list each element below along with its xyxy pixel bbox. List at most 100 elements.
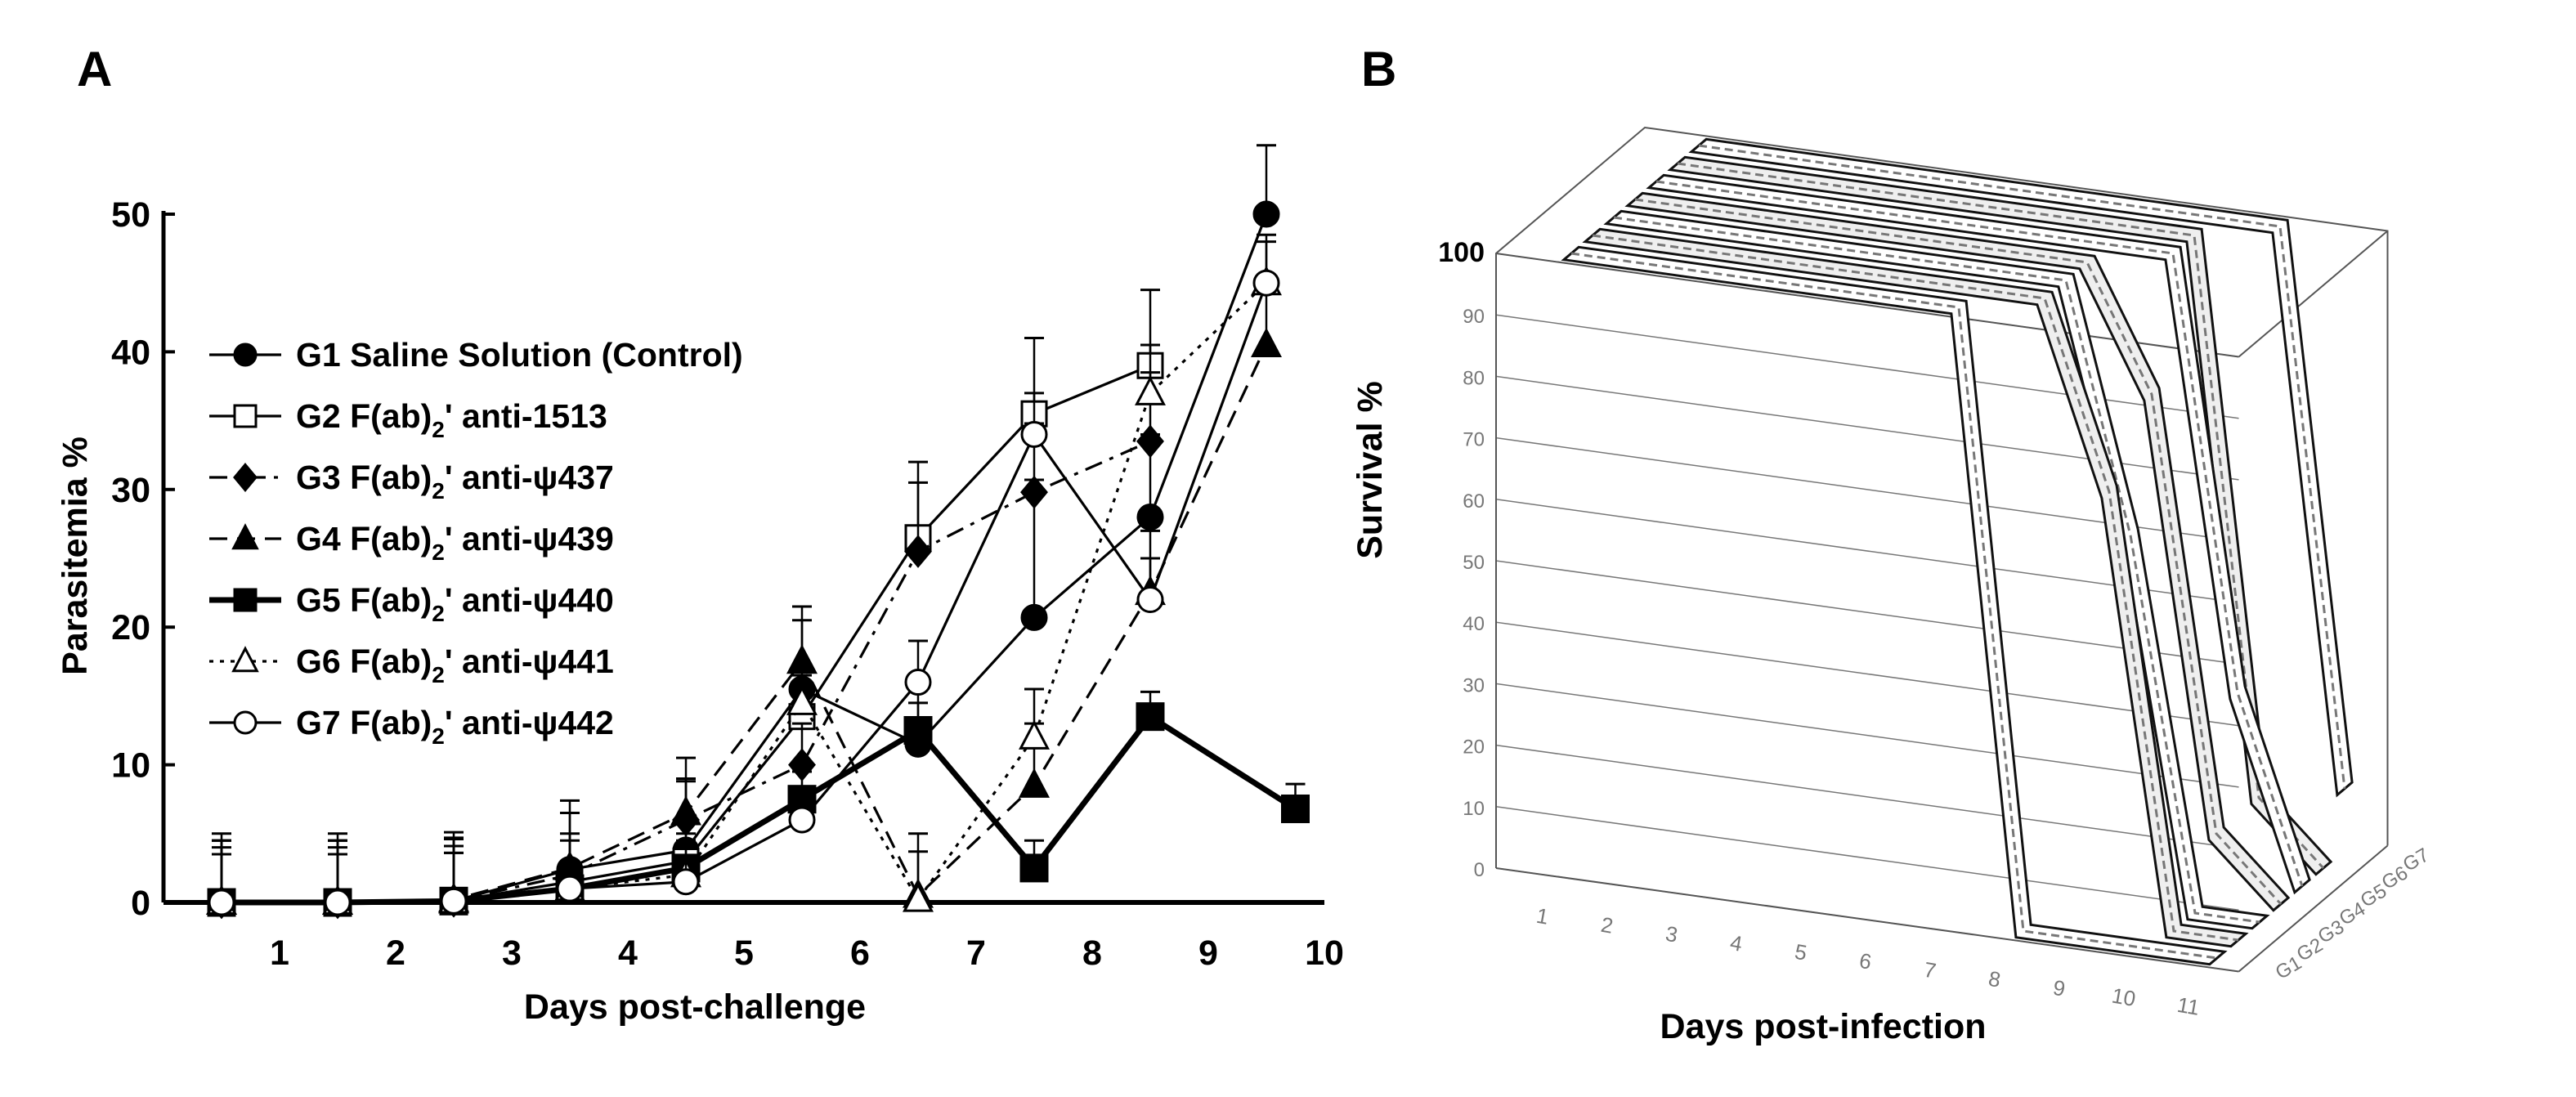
panel-a-ticks: 0 10 20 30 40 50 1 2 3 4 5 6 7 8 9 10 [111, 195, 1344, 973]
ribbon-surface [1646, 173, 2311, 895]
x-tick-label: 1 [1534, 903, 1550, 929]
legend-label: G5 F(ab)2' anti-ψ440 [296, 581, 614, 626]
y-tick-label: 50 [1463, 552, 1485, 574]
data-point [233, 343, 258, 367]
data-point [231, 523, 259, 550]
y-tick-label: 20 [1463, 737, 1485, 759]
y-tick-label: 80 [1463, 367, 1485, 389]
legend-label-suffix: ' anti-ψ441 [445, 643, 614, 680]
legend-label-prefix: G7 F(ab) [296, 704, 432, 741]
data-point [1135, 375, 1166, 405]
data-point [903, 716, 933, 745]
ribbon-surface [1582, 227, 2249, 948]
panel-a: A 0 10 20 30 40 50 1 2 3 4 5 6 7 8 9 10 G1 Saline Solut… [56, 42, 1344, 1027]
data-point [233, 588, 258, 612]
legend-label-prefix: G2 F(ab) [296, 397, 432, 435]
frame-floor-edge [2238, 844, 2389, 973]
ribbon-G2 [1582, 227, 2249, 948]
legend-subscript: 2 [432, 662, 445, 687]
data-point [208, 889, 235, 916]
ribbon-G7 [1688, 137, 2354, 798]
data-point [1020, 420, 1048, 448]
x-tick-label: 8 [1082, 934, 1102, 973]
legend-label-prefix: G1 Saline Solution (Control) [296, 336, 743, 374]
series-line [222, 282, 1268, 904]
x-tick-label: 9 [2051, 975, 2067, 1001]
legend-label-suffix: ' anti-ψ439 [445, 520, 614, 557]
y-tick-label: 0 [131, 884, 150, 923]
data-point [1019, 719, 1050, 750]
data-point [904, 669, 932, 696]
gridline [1495, 621, 2239, 727]
ribbon-G5 [1646, 173, 2311, 895]
gridline [1495, 806, 2239, 911]
ribbon-surface [1688, 137, 2354, 798]
y-tick-label: 20 [111, 608, 150, 647]
y-tick-label: 70 [1463, 429, 1485, 451]
y-tick-label: 30 [1463, 674, 1485, 696]
data-point [233, 404, 258, 428]
legend-subscript: 2 [432, 540, 445, 565]
legend-label: G7 F(ab)2' anti-ψ442 [296, 704, 614, 749]
x-tick-label: 6 [1857, 948, 1873, 974]
data-point [233, 710, 258, 735]
data-point [1019, 768, 1050, 798]
x-tick-label: 1 [270, 934, 289, 973]
y-tick-label: 40 [1463, 613, 1485, 635]
data-point [788, 806, 816, 834]
legend-label-prefix: G3 F(ab) [296, 459, 432, 496]
legend-label: G1 Saline Solution (Control) [296, 336, 743, 374]
data-point [1019, 853, 1049, 883]
legend-label-suffix: ' anti-ψ440 [445, 581, 614, 619]
data-point [786, 644, 818, 674]
x-tick-label: 5 [1793, 939, 1808, 965]
legend-subscript: 2 [432, 478, 445, 504]
panel-a-label: A [77, 42, 112, 96]
legend-label: G6 F(ab)2' anti-ψ441 [296, 643, 614, 687]
x-tick-label: 11 [2175, 992, 2202, 1020]
x-tick-label: 3 [1664, 921, 1679, 947]
legend-label-suffix: ' anti-ψ442 [445, 704, 614, 741]
ribbon-pattern [1570, 252, 2218, 960]
x-tick-label: 7 [1922, 957, 1938, 983]
x-tick-label: 4 [1728, 930, 1744, 956]
y-tick-label: 10 [1463, 798, 1485, 820]
data-point [233, 463, 258, 492]
y-tick-label: 0 [1474, 859, 1485, 881]
panel-b-series [1561, 137, 2354, 966]
panel-b-y-axis-label: Survival % [1351, 381, 1390, 559]
ribbon-surface [1624, 191, 2291, 912]
y-tick-label: 90 [1463, 306, 1485, 328]
data-point [1252, 269, 1280, 297]
data-point [324, 889, 352, 916]
data-point [440, 887, 468, 915]
x-tick-label: 3 [502, 934, 522, 973]
x-tick-label: 6 [850, 934, 870, 973]
x-tick-label: 4 [618, 934, 638, 973]
ribbon-pattern [1634, 198, 2283, 906]
series-7 [208, 240, 1280, 916]
legend-subscript: 2 [432, 723, 445, 749]
x-tick-label: 7 [966, 934, 986, 973]
y-tick-label: 100 [1438, 237, 1485, 268]
y-tick-label: 50 [111, 195, 150, 235]
ribbon-G4 [1624, 191, 2291, 912]
data-point [231, 646, 259, 673]
legend-label-suffix: ' anti-ψ437 [445, 459, 614, 496]
ribbon-pattern [1592, 234, 2239, 942]
ribbon-pattern [1655, 180, 2304, 887]
panel-b-label: B [1361, 42, 1396, 96]
data-point [556, 875, 584, 902]
ribbon-pattern [1613, 216, 2260, 924]
ribbon-pattern [1698, 144, 2346, 789]
data-point [672, 868, 700, 896]
panel-b-x-axis-label: Days post-infection [1660, 1007, 1987, 1046]
ribbon-G1 [1561, 245, 2228, 966]
legend-subscript: 2 [432, 601, 445, 626]
ribbon-pattern [1677, 162, 2325, 870]
x-tick-label: 2 [1599, 912, 1615, 938]
